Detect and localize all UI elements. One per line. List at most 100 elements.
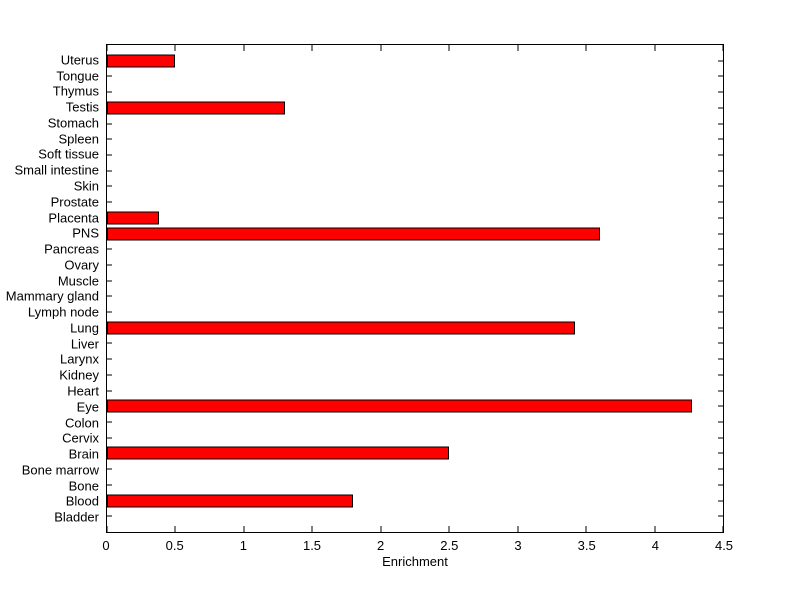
y-tick-right-placenta <box>718 217 723 219</box>
y-tick-left-muscle <box>107 280 112 282</box>
bar-placenta <box>107 211 160 225</box>
y-tick-right-larynx <box>718 358 723 360</box>
y-tick-left-bone <box>107 484 112 486</box>
bar-testis <box>107 101 285 115</box>
x-tick-top-2 <box>380 45 382 51</box>
x-tick-top-3.5 <box>585 45 587 51</box>
y-tick-right-cervix <box>718 437 723 439</box>
y-tick-right-blood <box>718 500 723 502</box>
x-tick-bottom-3.5 <box>585 526 587 532</box>
x-tick-top-2.5 <box>448 45 450 51</box>
y-tick-right-lung <box>718 327 723 329</box>
y-tick-left-heart <box>107 390 112 392</box>
plot-area <box>106 44 724 533</box>
y-label-bone-marrow: Bone marrow <box>21 462 99 478</box>
bar-brain <box>107 446 450 460</box>
x-tick-bottom-0 <box>106 526 108 532</box>
y-tick-left-kidney <box>107 374 112 376</box>
y-tick-left-skin <box>107 185 112 187</box>
x-tick-label-2.5: 2.5 <box>440 538 459 553</box>
y-label-placenta: Placenta <box>48 210 99 226</box>
y-tick-right-prostate <box>718 201 723 203</box>
x-tick-bottom-2.5 <box>448 526 450 532</box>
y-tick-left-ovary <box>107 264 112 266</box>
y-tick-right-pns <box>718 233 723 235</box>
y-tick-right-liver <box>718 342 723 344</box>
y-tick-left-cervix <box>107 437 112 439</box>
y-label-liver: Liver <box>70 336 99 352</box>
y-label-spleen: Spleen <box>58 131 99 147</box>
y-tick-right-bone-marrow <box>718 468 723 470</box>
y-tick-right-muscle <box>718 280 723 282</box>
y-label-uterus: Uterus <box>60 52 99 68</box>
y-label-skin: Skin <box>73 178 99 194</box>
y-tick-right-spleen <box>718 138 723 140</box>
y-tick-left-prostate <box>107 201 112 203</box>
bar-blood <box>107 494 354 508</box>
y-tick-right-kidney <box>718 374 723 376</box>
y-tick-left-tongue <box>107 75 112 77</box>
bar-pns <box>107 227 600 241</box>
y-label-pancreas: Pancreas <box>44 241 99 257</box>
x-tick-bottom-0.5 <box>174 526 176 532</box>
x-tick-bottom-1.5 <box>311 526 313 532</box>
y-tick-right-brain <box>718 452 723 454</box>
y-label-mammary-gland: Mammary gland <box>5 288 99 304</box>
y-tick-left-bone-marrow <box>107 468 112 470</box>
y-label-muscle: Muscle <box>57 273 99 289</box>
y-label-blood: Blood <box>65 493 99 509</box>
y-axis-labels: Uterus Tongue Thymus Testis Stomach Spleen Sof… <box>0 44 99 533</box>
x-tick-label-3: 3 <box>514 538 522 553</box>
x-tick-top-3 <box>517 45 519 51</box>
y-tick-right-eye <box>718 405 723 407</box>
y-tick-right-testis <box>718 107 723 109</box>
x-axis-tick-labels: 0 0.5 1 1.5 2 2.5 3 3.5 4 4.5 <box>102 538 733 553</box>
y-label-eye: Eye <box>76 399 99 415</box>
y-tick-left-thymus <box>107 91 112 93</box>
y-label-kidney: Kidney <box>59 367 99 383</box>
y-tick-right-colon <box>718 421 723 423</box>
bar-eye <box>107 399 692 413</box>
x-tick-top-0.5 <box>174 45 176 51</box>
y-label-lymph-node: Lymph node <box>27 304 99 320</box>
y-tick-left-pancreas <box>107 248 112 250</box>
y-tick-left-bladder <box>107 515 112 517</box>
y-tick-left-stomach <box>107 123 112 125</box>
x-tick-label-4: 4 <box>651 538 659 553</box>
y-tick-right-bladder <box>718 515 723 517</box>
y-label-cervix: Cervix <box>62 430 99 446</box>
y-tick-right-mammary-gland <box>718 295 723 297</box>
x-tick-label-0: 0 <box>102 538 110 553</box>
y-label-tongue: Tongue <box>56 68 99 84</box>
y-tick-left-lymph-node <box>107 311 112 313</box>
x-tick-bottom-3 <box>517 526 519 532</box>
y-tick-left-spleen <box>107 138 112 140</box>
x-tick-top-4.5 <box>722 45 724 51</box>
y-tick-right-bone <box>718 484 723 486</box>
y-label-small-intestine: Small intestine <box>14 162 99 178</box>
y-tick-left-larynx <box>107 358 112 360</box>
x-tick-label-3.5: 3.5 <box>577 538 596 553</box>
x-tick-bottom-1 <box>243 526 245 532</box>
bar-lung <box>107 321 576 335</box>
y-label-ovary: Ovary <box>64 257 99 273</box>
y-label-soft-tissue: Soft tissue <box>38 146 99 162</box>
y-tick-right-pancreas <box>718 248 723 250</box>
y-tick-right-lymph-node <box>718 311 723 313</box>
x-tick-top-1 <box>243 45 245 51</box>
y-tick-right-stomach <box>718 123 723 125</box>
y-tick-left-mammary-gland <box>107 295 112 297</box>
x-tick-top-1.5 <box>311 45 313 51</box>
y-tick-left-colon <box>107 421 112 423</box>
y-tick-left-liver <box>107 342 112 344</box>
y-label-bone: Bone <box>68 478 99 494</box>
y-tick-right-thymus <box>718 91 723 93</box>
y-label-heart: Heart <box>67 383 99 399</box>
y-label-thymus: Thymus <box>52 83 99 99</box>
y-tick-right-tongue <box>718 75 723 77</box>
y-label-lung: Lung <box>70 320 99 336</box>
x-tick-top-0 <box>106 45 108 51</box>
bar-uterus <box>107 54 176 68</box>
y-tick-right-uterus <box>718 60 723 62</box>
